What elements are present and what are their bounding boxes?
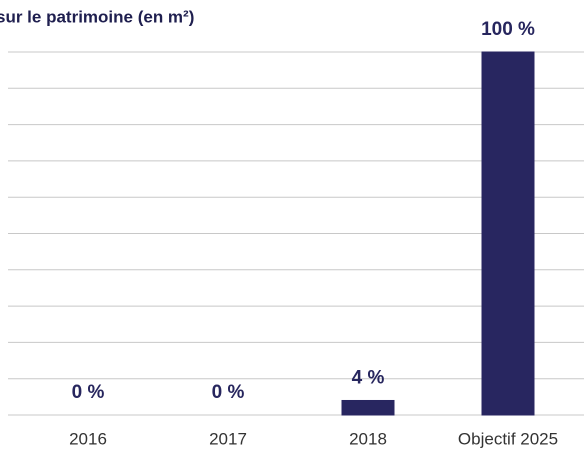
x-tick-label: 2016: [69, 429, 107, 448]
bar: [481, 51, 535, 416]
chart-title: sur le patrimoine (en m²): [0, 7, 194, 26]
x-tick-label: Objectif 2025: [458, 429, 558, 448]
x-tick-label: 2017: [209, 429, 247, 448]
value-label: 0 %: [72, 382, 105, 403]
value-label: 100 %: [481, 19, 535, 40]
x-tick-label: 2018: [349, 429, 387, 448]
bar: [341, 399, 395, 416]
value-label: 4 %: [352, 367, 385, 388]
value-label: 0 %: [212, 382, 245, 403]
